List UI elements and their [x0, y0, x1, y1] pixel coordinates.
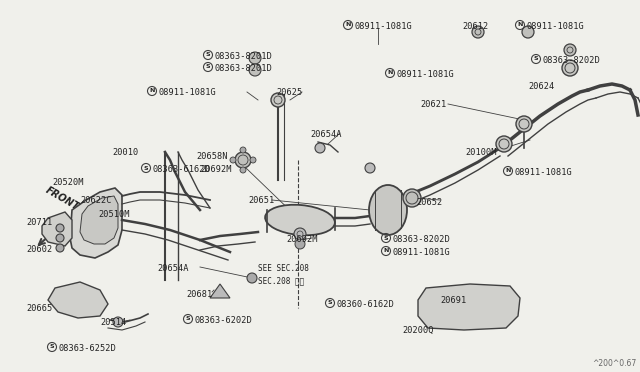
- Text: 20200Q: 20200Q: [402, 326, 433, 335]
- Text: SEE SEC.208: SEE SEC.208: [258, 264, 309, 273]
- Text: 20100M: 20100M: [465, 148, 497, 157]
- Circle shape: [230, 157, 236, 163]
- Text: 08360-6162D: 08360-6162D: [337, 300, 394, 309]
- Text: 20692M: 20692M: [286, 235, 317, 244]
- Text: S: S: [50, 344, 54, 350]
- Text: 08363-6162D: 08363-6162D: [152, 165, 211, 174]
- Text: 08363-6252D: 08363-6252D: [58, 344, 116, 353]
- Text: S: S: [205, 52, 211, 58]
- Circle shape: [516, 116, 532, 132]
- Circle shape: [240, 147, 246, 153]
- Text: FRONT: FRONT: [44, 185, 81, 212]
- Text: 08363-8201D: 08363-8201D: [214, 64, 272, 73]
- Text: 08911-1081G: 08911-1081G: [515, 168, 572, 177]
- Text: SEC.208 参照: SEC.208 参照: [258, 276, 304, 285]
- Text: S: S: [384, 235, 388, 241]
- Text: N: N: [506, 169, 511, 173]
- Circle shape: [496, 136, 512, 152]
- Circle shape: [315, 143, 325, 153]
- Polygon shape: [42, 212, 72, 246]
- Text: 20651: 20651: [248, 196, 275, 205]
- Text: 08363-8201D: 08363-8201D: [214, 52, 272, 61]
- Text: N: N: [387, 71, 393, 76]
- Circle shape: [240, 167, 246, 173]
- Circle shape: [522, 26, 534, 38]
- Polygon shape: [210, 284, 230, 298]
- Text: 20654A: 20654A: [310, 130, 342, 139]
- Text: ^200^0.67: ^200^0.67: [592, 359, 636, 368]
- Polygon shape: [48, 282, 108, 318]
- Polygon shape: [70, 188, 122, 258]
- Circle shape: [113, 317, 123, 327]
- Text: 08911-1081G: 08911-1081G: [397, 70, 454, 79]
- Circle shape: [271, 93, 285, 107]
- Text: 20010: 20010: [112, 148, 138, 157]
- Circle shape: [472, 26, 484, 38]
- Text: 20625: 20625: [276, 88, 302, 97]
- Circle shape: [294, 228, 306, 240]
- Text: S: S: [205, 64, 211, 70]
- Text: 20658N: 20658N: [196, 152, 227, 161]
- Text: 08911-1081G: 08911-1081G: [355, 22, 412, 31]
- Text: 20652: 20652: [416, 198, 442, 207]
- Text: N: N: [149, 89, 155, 93]
- Circle shape: [56, 244, 64, 252]
- Circle shape: [249, 52, 261, 64]
- Circle shape: [56, 224, 64, 232]
- Circle shape: [249, 64, 261, 76]
- Text: 08911-1081G: 08911-1081G: [392, 248, 451, 257]
- Text: 20602: 20602: [26, 245, 52, 254]
- Text: N: N: [346, 22, 351, 28]
- Polygon shape: [80, 196, 118, 244]
- Circle shape: [403, 189, 421, 207]
- Polygon shape: [418, 284, 520, 330]
- Text: 20520M: 20520M: [52, 178, 83, 187]
- Text: N: N: [517, 22, 523, 28]
- Circle shape: [250, 157, 256, 163]
- Ellipse shape: [265, 205, 335, 235]
- Circle shape: [295, 239, 305, 249]
- Circle shape: [365, 163, 375, 173]
- Circle shape: [564, 44, 576, 56]
- Text: 08911-1081G: 08911-1081G: [527, 22, 584, 31]
- Text: S: S: [144, 166, 148, 170]
- Text: 20665: 20665: [26, 304, 52, 313]
- Text: 08363-8202D: 08363-8202D: [543, 56, 600, 65]
- Text: 08363-8202D: 08363-8202D: [392, 235, 451, 244]
- Text: 20711: 20711: [26, 218, 52, 227]
- Text: 20691: 20691: [440, 296, 467, 305]
- Ellipse shape: [369, 185, 407, 235]
- Text: 20654A: 20654A: [157, 264, 189, 273]
- Text: 08363-6202D: 08363-6202D: [195, 316, 252, 325]
- Text: S: S: [328, 301, 332, 305]
- Text: N: N: [383, 248, 388, 253]
- Text: 20622C: 20622C: [80, 196, 111, 205]
- Circle shape: [562, 60, 578, 76]
- Text: 20621: 20621: [420, 100, 446, 109]
- Text: S: S: [534, 57, 538, 61]
- Text: 20624: 20624: [528, 82, 554, 91]
- Circle shape: [235, 152, 251, 168]
- Text: 08911-1081G: 08911-1081G: [159, 88, 216, 97]
- Text: 20510M: 20510M: [98, 210, 129, 219]
- Text: S: S: [186, 317, 190, 321]
- Text: 20612: 20612: [462, 22, 488, 31]
- Circle shape: [247, 273, 257, 283]
- Text: 20681: 20681: [186, 290, 212, 299]
- Text: 20514: 20514: [100, 318, 126, 327]
- Text: 20692M: 20692M: [200, 165, 232, 174]
- Circle shape: [56, 234, 64, 242]
